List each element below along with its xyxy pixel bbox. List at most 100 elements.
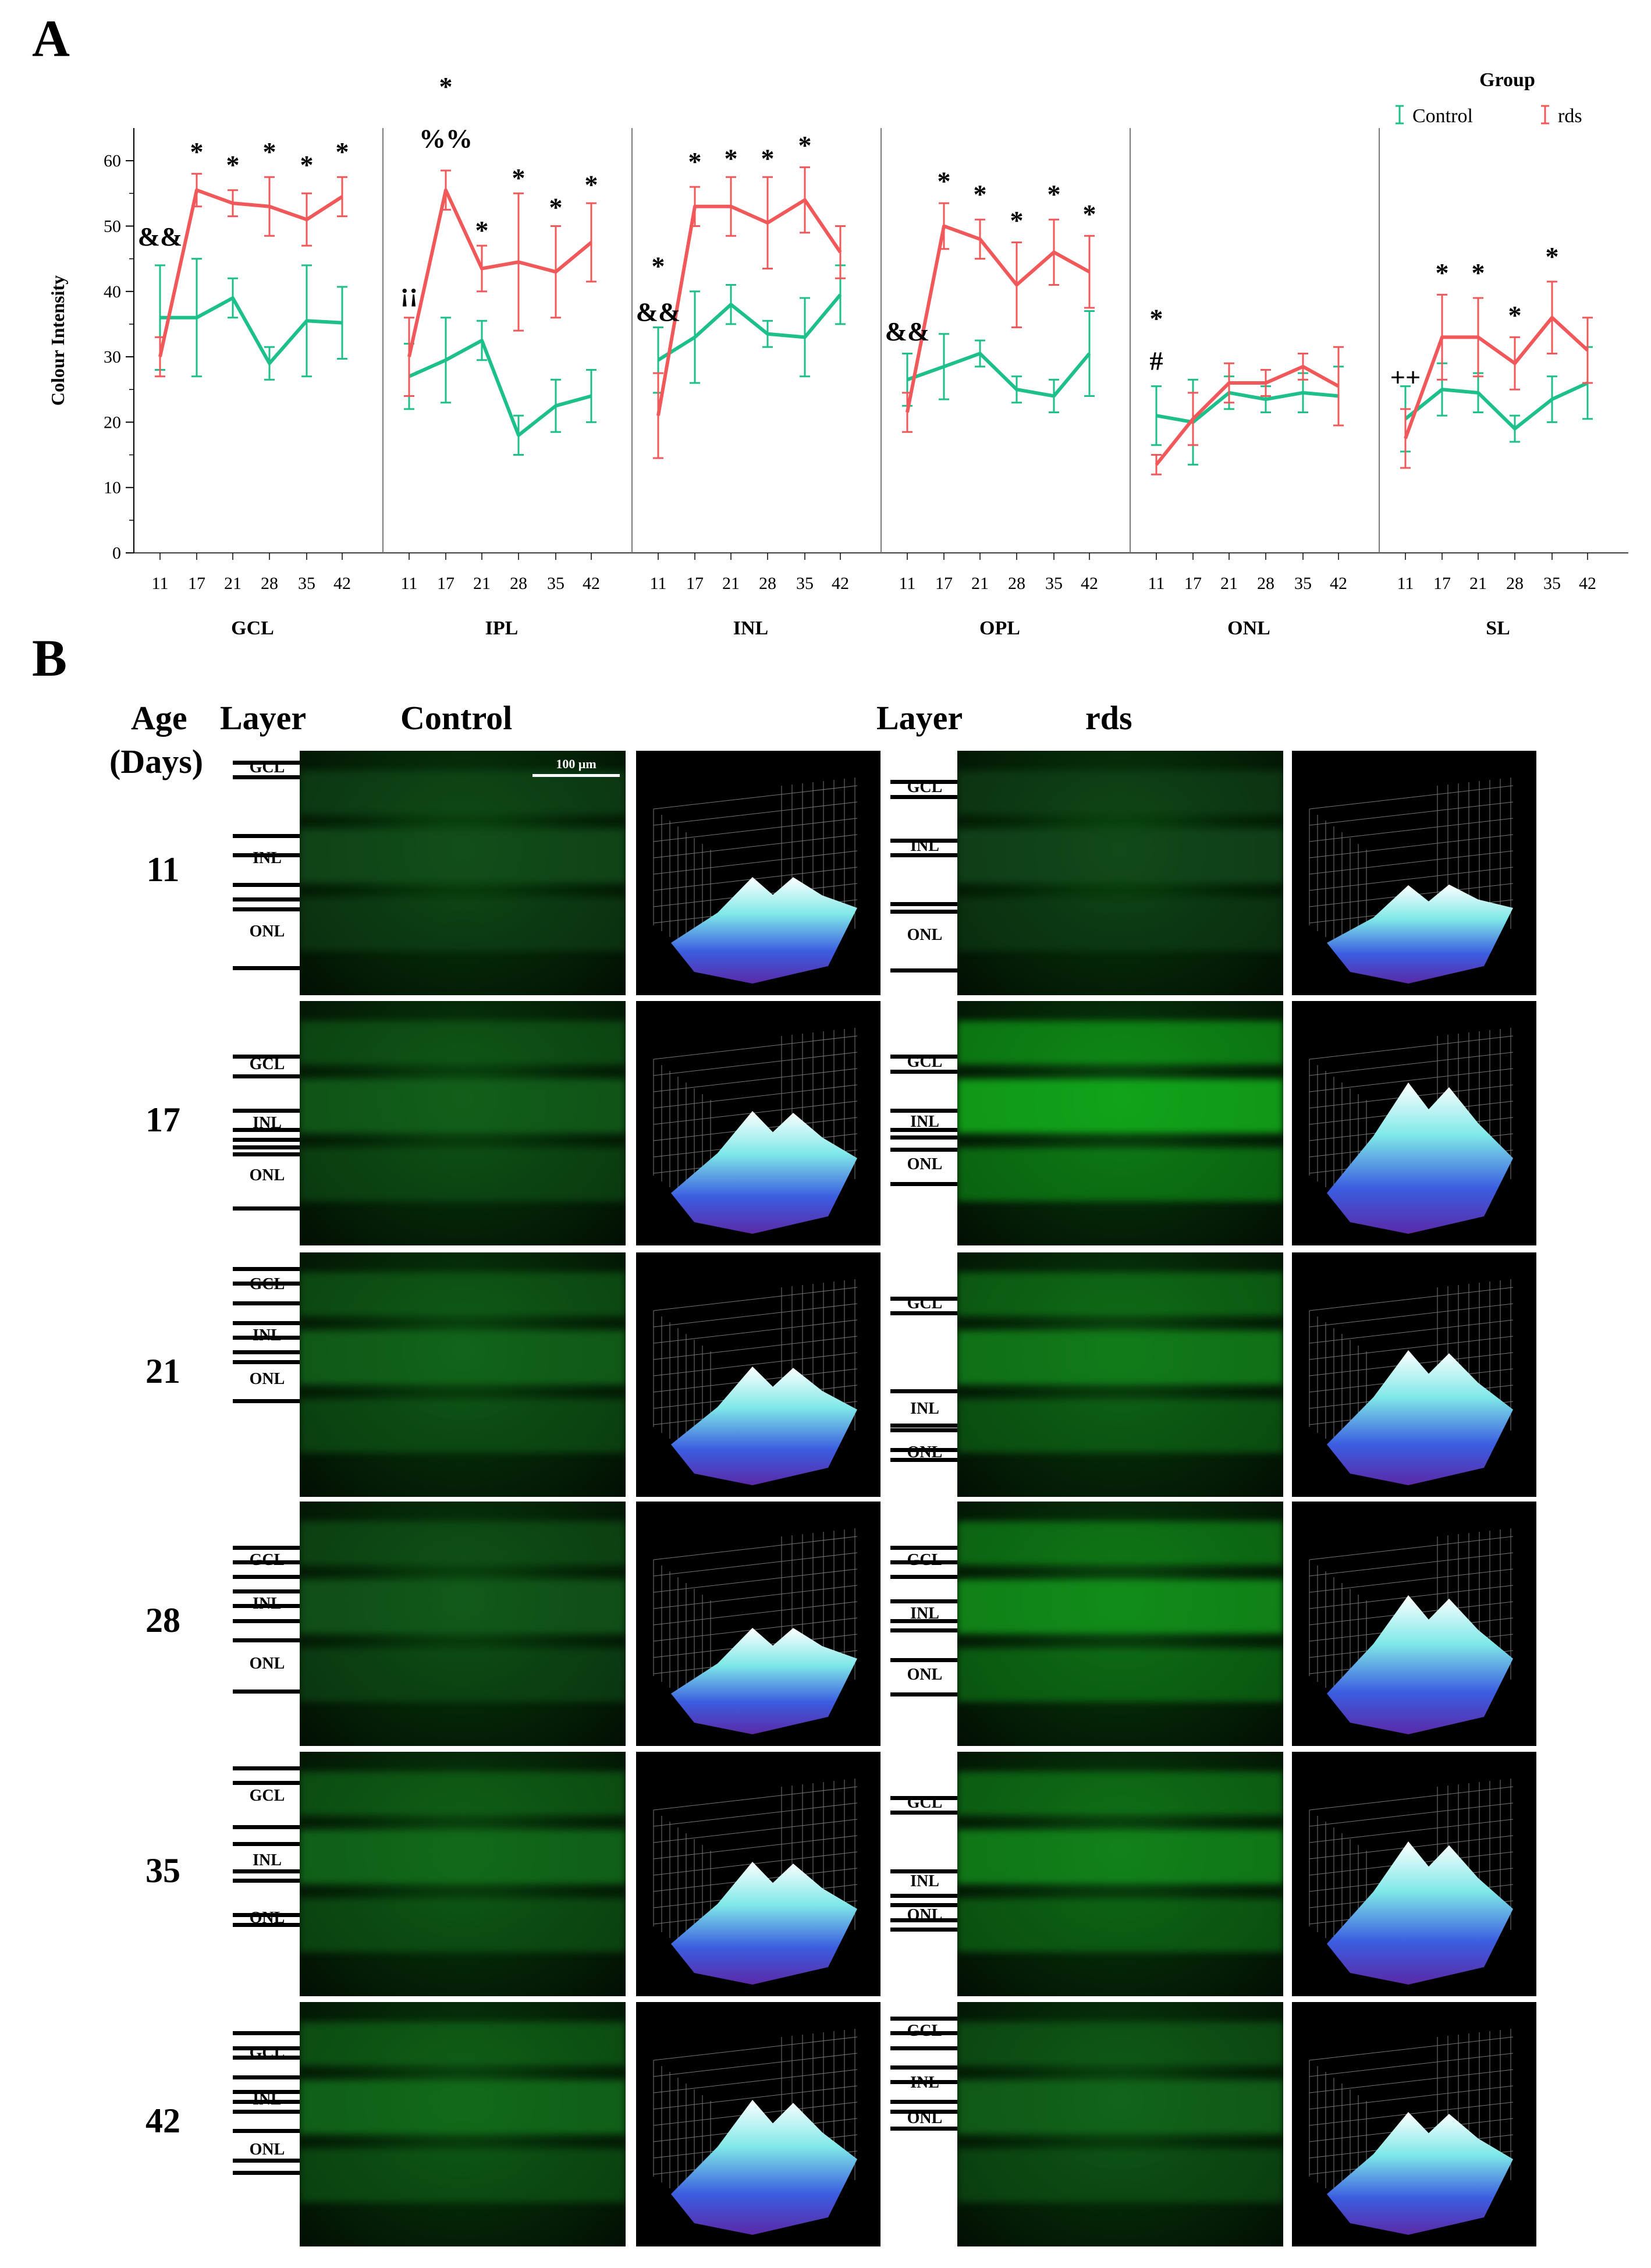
rds-line-inl: [656, 198, 842, 416]
fluorescence-band: [300, 1330, 626, 1385]
x-tick-label: 21: [1220, 574, 1238, 593]
x-tick-label: 11: [1148, 574, 1165, 593]
legend-rds-label: rds: [1558, 105, 1582, 127]
x-tick-label: 28: [510, 574, 527, 593]
layer-label: ONL: [907, 1906, 943, 1924]
layer-boundary-line: [233, 2056, 301, 2060]
x-tick-label: 35: [1045, 574, 1063, 593]
control-line-gcl: [160, 296, 343, 365]
line-chart: 0 10 20 30 40 50 60 Colour Intensity 11 17 21 28 35 4…: [47, 69, 1628, 639]
intensity-surface: [1327, 1841, 1513, 1985]
control-surface-plot-42: [636, 2002, 880, 2246]
layer-label: INL: [253, 1326, 282, 1344]
control-micrograph-11: [300, 751, 626, 995]
layer-label: INL: [910, 2074, 939, 2092]
layer-boundary-line: [890, 2110, 959, 2114]
layer-boundary-line: [890, 1055, 959, 1059]
significance-marker: %%: [419, 124, 473, 154]
layer-boundary-line: [233, 834, 301, 838]
significance-marker: *: [1048, 179, 1061, 209]
layer-boundary-line: [233, 1301, 301, 1305]
layer-label: GCL: [249, 1055, 285, 1073]
significance-marker: *: [263, 137, 276, 166]
control-layer-markers: GCL INL ONL: [233, 1252, 320, 1497]
layer-boundary-line: [890, 910, 959, 914]
layer-boundary-line: [233, 1206, 301, 1211]
layer-label: ONL: [907, 926, 943, 944]
layer-boundary-line: [233, 1360, 301, 1364]
significance-marker: *: [1436, 258, 1449, 288]
control-line-inl: [657, 293, 842, 362]
panel-label-sl: SL: [1486, 617, 1510, 639]
control-line-sl: [1404, 381, 1589, 431]
surface-plot-graphic: [653, 1279, 858, 1485]
age-label-35: 35: [145, 1851, 180, 1890]
layer-boundary-line: [233, 1638, 301, 1642]
panel-label-opl: OPL: [979, 617, 1020, 639]
rds-surface-plot-11: [1292, 751, 1536, 995]
panel-a-label: A: [32, 10, 70, 68]
x-tick-label: 17: [1184, 574, 1202, 593]
layer-boundary-line: [890, 1658, 959, 1662]
fluorescence-band: [957, 1648, 1283, 1702]
layer-label: INL: [910, 1400, 939, 1418]
layer-label: GCL: [907, 778, 943, 796]
significance-marker: *: [300, 150, 314, 180]
layer-boundary-line: [890, 839, 959, 843]
age-label-21: 21: [145, 1352, 180, 1390]
significance-marker: &&: [138, 222, 183, 251]
layer-label: GCL: [249, 758, 285, 776]
layer-boundary-line: [233, 2159, 301, 2163]
layer-boundary-line: [890, 1869, 959, 1873]
x-tick-label: 42: [583, 574, 600, 593]
fluorescence-band: [957, 1399, 1283, 1453]
fluorescence-band: [957, 897, 1283, 952]
fluorescence-band: [957, 829, 1283, 883]
significance-marker: *: [512, 163, 526, 193]
fluorescence-band: [957, 1148, 1283, 1202]
significance-marker: &&: [636, 297, 681, 326]
fluorescence-band: [300, 2021, 626, 2066]
layer-boundary-line: [890, 2127, 959, 2131]
layer-boundary-line: [890, 795, 959, 799]
scale-bar-label: 100 μm: [556, 757, 597, 771]
x-tick-label: 28: [1257, 574, 1274, 593]
header-age: Age: [131, 699, 187, 737]
intensity-surface: [1327, 2112, 1513, 2235]
fluorescence-band: [957, 770, 1283, 815]
layer-boundary-line: [890, 1297, 959, 1301]
layer-boundary-line: [233, 1350, 301, 1354]
significance-marker: *: [761, 143, 775, 173]
fluorescence-band: [300, 1898, 626, 1953]
layer-boundary-line: [233, 1825, 301, 1829]
y-tick-label: 40: [104, 282, 121, 301]
header-layer-left: Layer: [220, 699, 307, 737]
control-micrograph-17: [300, 1001, 626, 1245]
layer-boundary-line: [890, 1918, 959, 1922]
header-control: Control: [400, 699, 513, 737]
layer-boundary-line: [890, 1148, 959, 1152]
layer-boundary-line: [890, 1599, 959, 1603]
surface-plot-graphic: [653, 2029, 858, 2235]
significance-marker: ++: [1390, 363, 1421, 392]
surface-plot-graphic: [653, 1528, 858, 1734]
header-layer-right: Layer: [876, 699, 963, 737]
layer-boundary-line: [890, 1428, 959, 1432]
layer-boundary-line: [233, 1336, 301, 1340]
layer-boundary-line: [233, 761, 301, 765]
intensity-surface: [671, 2100, 857, 2235]
significance-marker: *: [1010, 205, 1024, 235]
intensity-surface: [1327, 884, 1513, 984]
layer-boundary-line: [890, 1928, 959, 1932]
layer-label: INL: [253, 1114, 282, 1132]
layer-boundary-line: [233, 1575, 301, 1579]
layer-boundary-line: [233, 1055, 301, 1059]
rds-micrograph-21: [957, 1252, 1283, 1497]
x-tick-label: 42: [1081, 574, 1098, 593]
layer-label: ONL: [249, 1166, 285, 1184]
intensity-surface: [671, 1862, 857, 1985]
panel-label-gcl: GCL: [231, 617, 274, 639]
x-tick-label: 21: [224, 574, 242, 593]
fluorescence-band: [300, 1521, 626, 1566]
age-label-17: 17: [145, 1101, 180, 1139]
